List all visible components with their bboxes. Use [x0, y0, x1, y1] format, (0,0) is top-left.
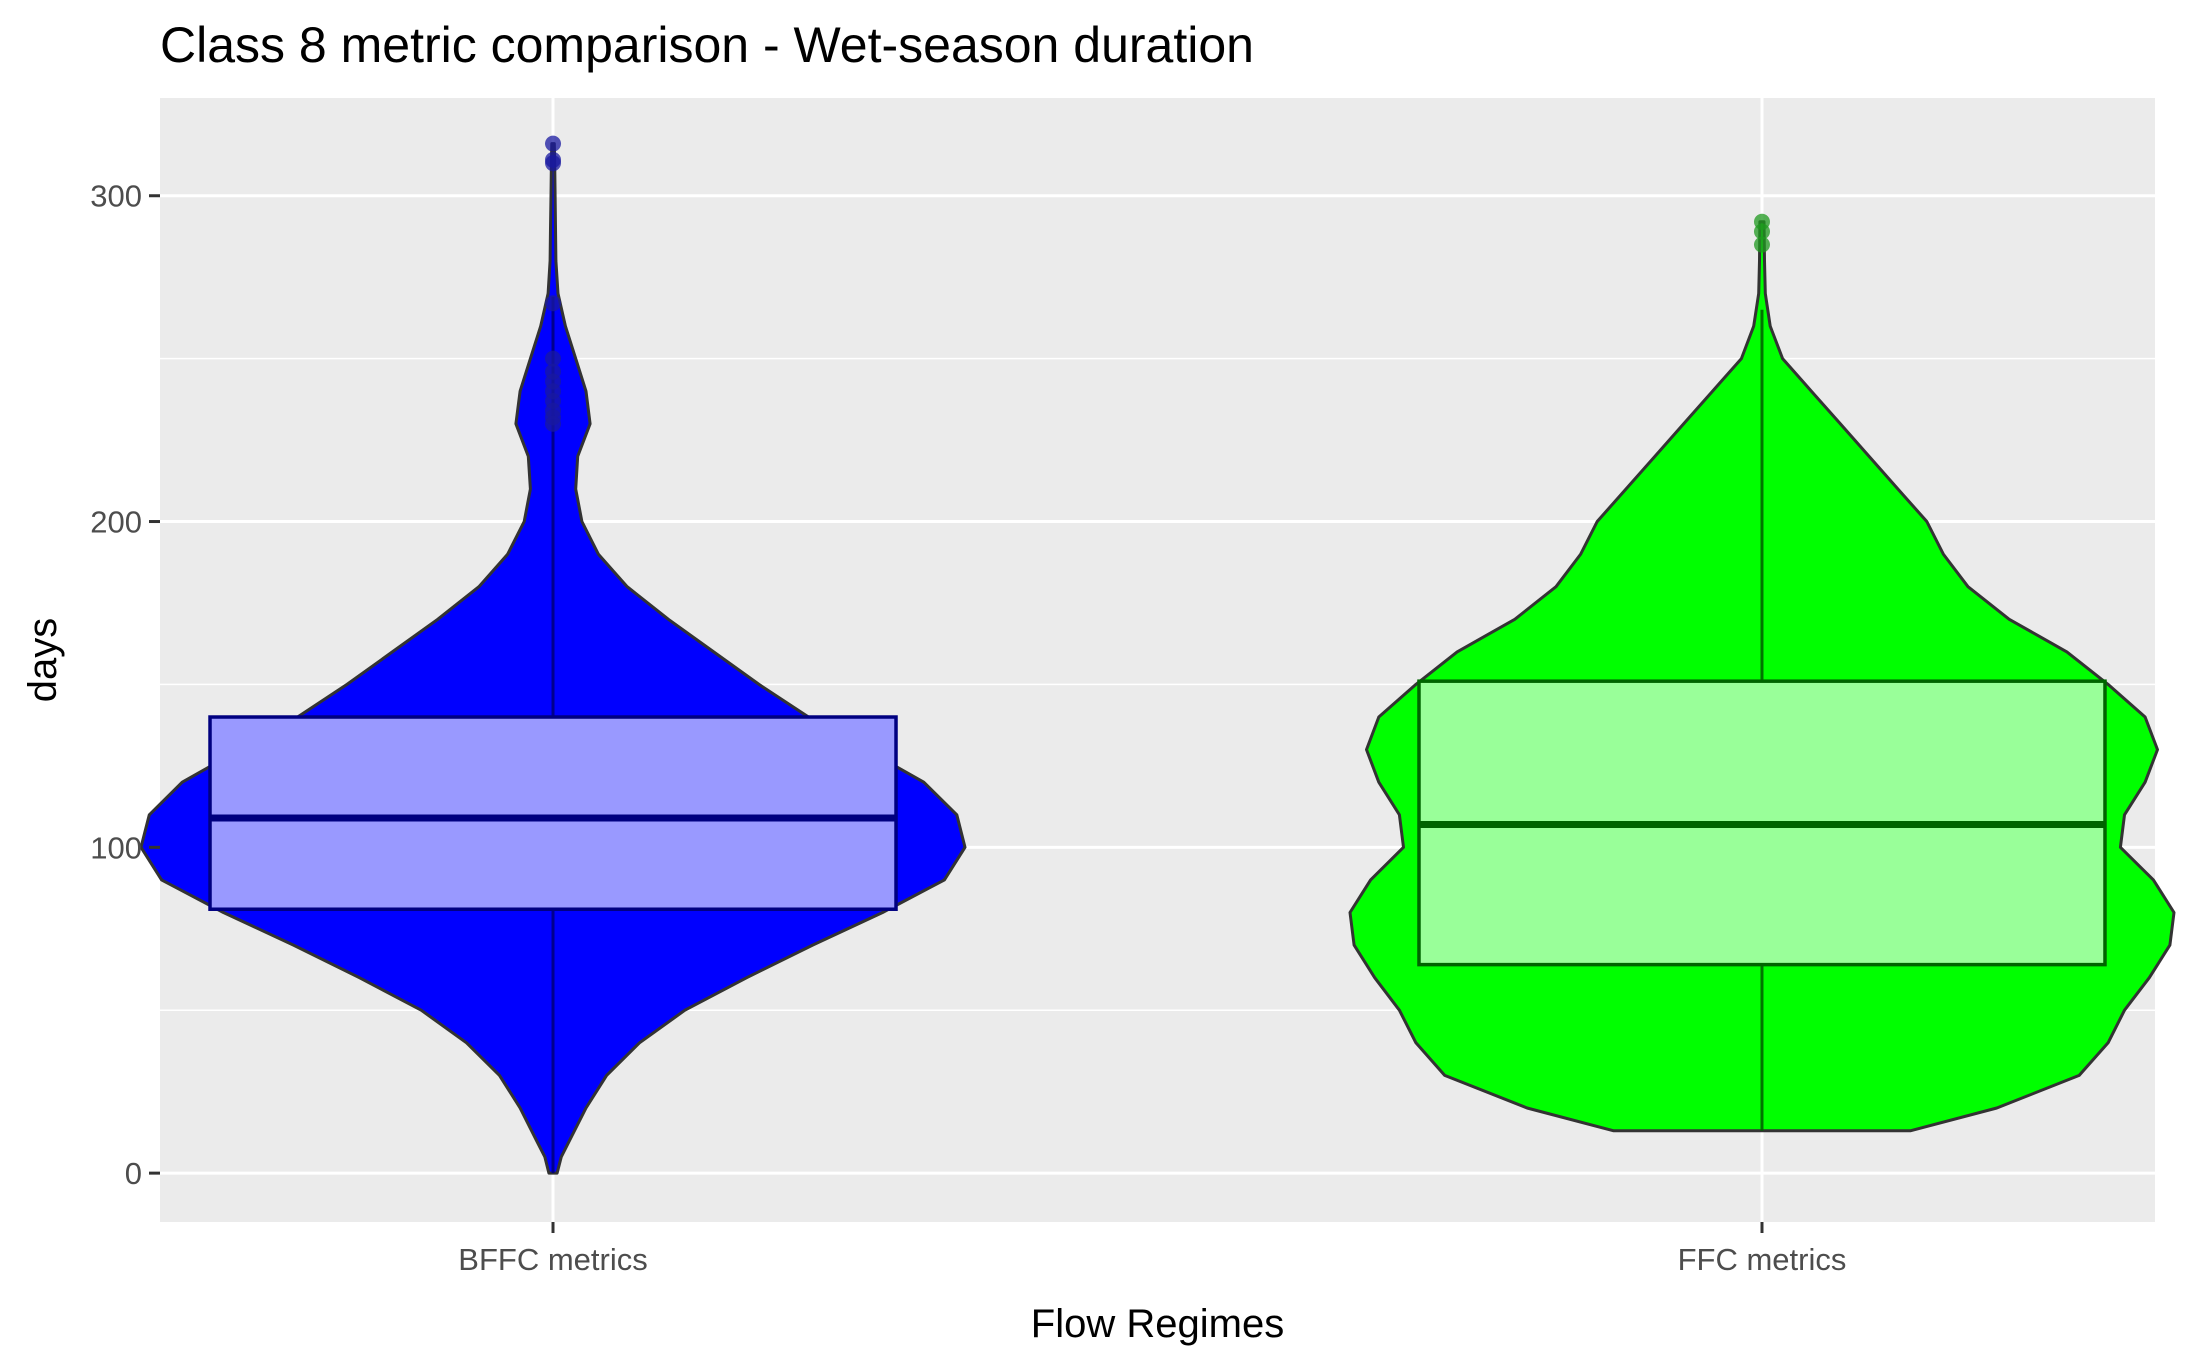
box — [208, 715, 898, 911]
x-tick-label: FFC metrics — [1678, 1242, 1847, 1277]
x-tick-label: BFFC metrics — [458, 1242, 647, 1277]
y-axis-title: days — [21, 618, 65, 703]
outlier-point — [545, 350, 562, 367]
violin-group-1 — [139, 135, 967, 1175]
outlier-point — [1753, 236, 1770, 253]
outlier-point — [545, 135, 562, 152]
outlier-point — [545, 415, 562, 432]
outlier-point — [1753, 223, 1770, 240]
x-axis-title: Flow Regimes — [1031, 1302, 1284, 1346]
y-tick-label: 200 — [90, 505, 142, 540]
y-tick-label: 0 — [125, 1156, 142, 1191]
outlier-point — [545, 155, 562, 172]
outlier-point — [545, 295, 562, 312]
axes: 0 100 200 300 BFFC metrics FFC metrics — [90, 179, 1846, 1277]
violins — [139, 135, 2176, 1175]
y-tick-label: 300 — [90, 179, 142, 214]
chart-title: Class 8 metric comparison - Wet-season d… — [160, 17, 1254, 73]
violin-group-2 — [1348, 213, 2176, 1133]
y-tick-label: 100 — [90, 830, 142, 865]
